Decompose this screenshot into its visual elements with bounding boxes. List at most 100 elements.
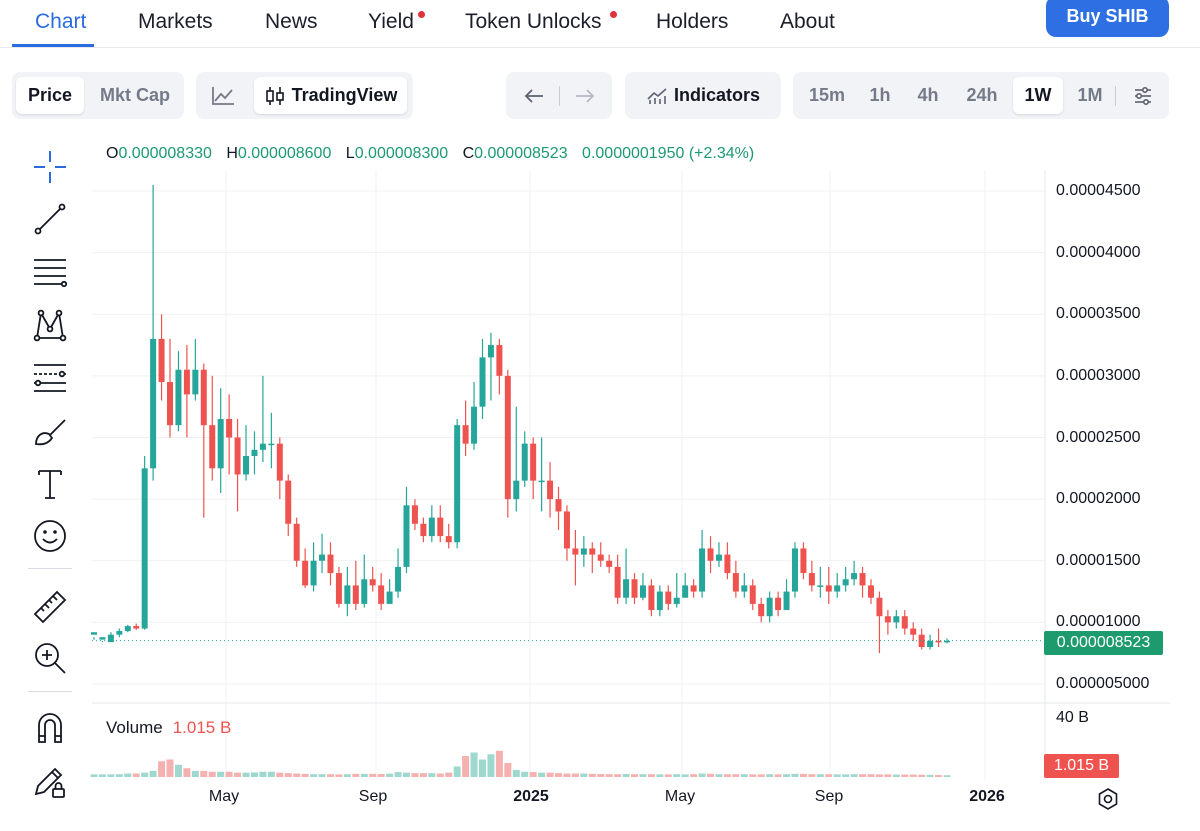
volume-bar xyxy=(428,773,436,777)
tab-chart[interactable]: Chart xyxy=(35,10,87,33)
candle-body xyxy=(597,554,604,561)
volume-bar xyxy=(529,772,537,777)
pencil-lock-icon xyxy=(34,767,65,798)
candle-body xyxy=(901,616,908,629)
timeframe-1m[interactable]: 1M xyxy=(1077,85,1103,105)
volume-bar xyxy=(757,774,765,777)
volume-bar xyxy=(293,773,301,777)
high-value: 0.000008600 xyxy=(237,145,332,162)
candle-body xyxy=(378,585,385,604)
undo-redo-divider xyxy=(559,86,560,106)
time-tick-label: May xyxy=(208,788,240,805)
time-tick-label: May xyxy=(664,788,696,805)
volume-legend: Volume 1.015 B xyxy=(106,718,231,738)
timeframe-1h[interactable]: 1h xyxy=(869,85,891,105)
emoji-tool[interactable] xyxy=(28,514,72,558)
horizontal-lines-tool[interactable] xyxy=(28,250,72,294)
tab-markets[interactable]: Markets xyxy=(138,10,213,33)
zoom-tool[interactable] xyxy=(28,636,72,680)
volume-bar xyxy=(842,774,850,777)
volume-bar xyxy=(200,770,208,777)
lock-drawings-tool[interactable] xyxy=(28,760,72,804)
timeframe-group: 15m 1h 4h 24h 1W 1M xyxy=(793,72,1169,119)
volume-bar xyxy=(343,774,351,777)
candle-body xyxy=(639,585,646,598)
indicators-button[interactable]: Indicators xyxy=(629,77,777,114)
volume-bar xyxy=(495,750,503,777)
candle-body xyxy=(673,597,680,604)
redo-button[interactable] xyxy=(562,77,608,114)
volume-bar xyxy=(419,773,427,777)
candle-body xyxy=(791,548,798,592)
pattern-tool[interactable] xyxy=(28,303,72,347)
timeframe-1w[interactable]: 1W xyxy=(1013,77,1063,114)
timeframe-24h[interactable]: 24h xyxy=(966,85,998,105)
volume-bar xyxy=(90,774,98,777)
undo-redo-group xyxy=(506,72,612,119)
candle-body xyxy=(369,579,376,586)
candle-body xyxy=(623,579,630,598)
chart-type-toggle: TradingView xyxy=(196,72,413,119)
candle-body xyxy=(99,637,106,640)
price-toggle-button[interactable]: Price xyxy=(16,77,84,114)
tab-news[interactable]: News xyxy=(265,10,318,33)
candle-body xyxy=(276,443,283,481)
volume-bar xyxy=(326,774,334,777)
brush-tool[interactable] xyxy=(28,410,72,454)
candle-body xyxy=(124,626,131,632)
candle-body xyxy=(471,406,478,444)
fib-tool[interactable] xyxy=(28,356,72,400)
volume-bar xyxy=(301,773,309,777)
axis-settings-icon[interactable] xyxy=(1096,787,1120,811)
time-tick-label: 2025 xyxy=(513,788,549,805)
volume-bar xyxy=(538,772,546,777)
price-tick-label: 0.00003500 xyxy=(1056,305,1141,323)
candle-body xyxy=(606,560,613,567)
candle-body xyxy=(192,369,199,395)
trend-line-icon xyxy=(34,203,66,235)
line-chart-button[interactable] xyxy=(200,77,246,114)
tab-about[interactable]: About xyxy=(780,10,835,33)
sliders-icon xyxy=(1135,86,1151,105)
candle-body xyxy=(335,573,342,604)
volume-bar xyxy=(335,774,343,777)
candle-body xyxy=(910,628,917,635)
volume-bar xyxy=(98,774,106,777)
candle-body xyxy=(530,443,537,481)
volume-bar xyxy=(605,774,613,777)
price-tick-label: 0.000005000 xyxy=(1056,675,1150,692)
volume-bar xyxy=(588,773,596,777)
chart-settings-button[interactable] xyxy=(1123,77,1163,114)
volume-bar xyxy=(555,773,563,777)
mktcap-toggle-button[interactable]: Mkt Cap xyxy=(99,85,170,105)
tab-holders[interactable]: Holders xyxy=(656,10,729,33)
volume-bar xyxy=(926,774,934,777)
timeframe-4h[interactable]: 4h xyxy=(917,85,939,105)
measure-tool[interactable] xyxy=(28,584,72,628)
volume-bar xyxy=(909,774,917,777)
candle-body xyxy=(141,468,148,629)
volume-bar xyxy=(394,772,402,777)
trend-line-tool[interactable] xyxy=(28,197,72,241)
candle-body xyxy=(226,419,233,438)
tradingview-button[interactable]: TradingView xyxy=(254,77,407,114)
volume-bar xyxy=(622,774,630,777)
undo-button[interactable] xyxy=(510,77,558,114)
volume-value: 1.015 B xyxy=(172,718,232,737)
price-tick-label: 0.00002000 xyxy=(1056,490,1141,508)
crosshair-tool[interactable] xyxy=(28,145,72,189)
text-tool[interactable] xyxy=(28,462,72,506)
volume-label: Volume xyxy=(106,718,163,737)
candle-body xyxy=(437,517,444,537)
candle-body xyxy=(758,603,765,617)
tab-yield[interactable]: Yield xyxy=(368,10,414,33)
candle-body xyxy=(859,573,866,586)
buy-shib-button[interactable]: Buy SHIB xyxy=(1046,0,1169,37)
volume-bar xyxy=(402,772,410,777)
volume-bar xyxy=(563,773,571,777)
candle-body xyxy=(268,443,275,446)
tab-token-unlocks[interactable]: Token Unlocks xyxy=(465,10,602,33)
magnet-tool[interactable] xyxy=(28,706,72,750)
timeframe-15m[interactable]: 15m xyxy=(808,85,846,105)
